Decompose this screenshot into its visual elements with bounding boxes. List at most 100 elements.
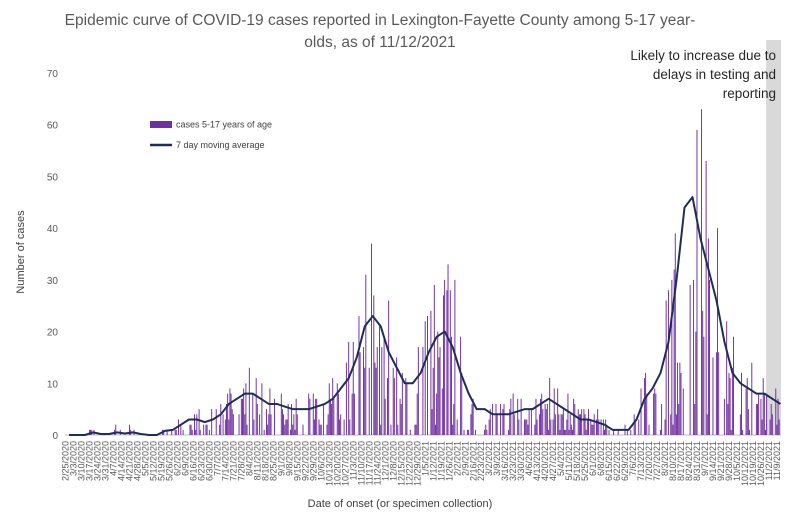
bar	[646, 393, 648, 435]
x-tick-label: 5/26/2020	[164, 441, 174, 481]
bar	[191, 429, 193, 435]
bar	[351, 393, 353, 435]
chart-title: Epidemic curve of COVID-19 cases reporte…	[64, 12, 696, 51]
x-tick-label: 5/4/2021	[556, 441, 566, 476]
bar	[701, 109, 703, 435]
bar	[530, 409, 532, 435]
bar	[723, 398, 725, 435]
bar	[645, 372, 647, 435]
bar	[444, 279, 446, 435]
bar	[536, 419, 538, 435]
bar	[640, 388, 642, 435]
bar	[363, 347, 365, 435]
x-tick-label: 3/3/2020	[69, 441, 79, 476]
x-tick-label: 5/19/2020	[156, 441, 166, 481]
x-tick-label: 4/28/2020	[133, 441, 143, 481]
bar	[731, 367, 733, 435]
x-tick-label: 3/16/2021	[500, 441, 510, 481]
bar	[175, 429, 177, 435]
bar	[269, 388, 271, 435]
bar	[679, 362, 681, 435]
x-tick-label: 6/16/2020	[188, 441, 198, 481]
bar	[190, 424, 192, 435]
bar	[755, 403, 757, 435]
bar	[602, 419, 604, 435]
x-tick-group: 2/25/20203/3/20203/10/20203/17/20203/24/…	[61, 441, 782, 486]
bar	[327, 414, 329, 435]
y-tick-label: 0	[52, 431, 58, 442]
bar	[256, 403, 258, 435]
x-tick-label: 11/10/2020	[356, 441, 366, 485]
x-tick-label: 1/26/2021	[444, 441, 454, 481]
bar	[605, 419, 607, 435]
bar	[777, 398, 779, 435]
bar	[323, 403, 325, 435]
x-tick-label: 11/3/2020	[348, 441, 358, 480]
x-tick-label: 5/25/2021	[580, 441, 590, 481]
bar	[416, 393, 418, 435]
bar	[680, 372, 682, 435]
bar	[626, 429, 628, 435]
bar	[689, 285, 691, 435]
bar	[406, 383, 408, 435]
bar	[461, 372, 463, 435]
bar	[195, 429, 197, 435]
bar	[393, 378, 395, 435]
bar	[242, 398, 243, 435]
bar	[525, 419, 527, 435]
bar	[205, 424, 207, 435]
bar	[512, 393, 514, 435]
x-tick-label: 8/4/2020	[244, 441, 254, 476]
x-tick-label: 3/2/2021	[484, 441, 494, 476]
bar	[224, 419, 226, 435]
bar	[502, 409, 504, 435]
x-tick-label: 6/30/2020	[204, 441, 214, 481]
bar	[474, 429, 476, 435]
bar	[762, 378, 764, 435]
bar	[376, 347, 378, 435]
bar	[672, 424, 674, 435]
bar	[375, 367, 377, 435]
bar	[518, 419, 520, 435]
bar	[348, 341, 350, 435]
bar	[718, 352, 720, 435]
x-tick-label: 7/7/2020	[212, 441, 222, 476]
bar	[703, 336, 705, 435]
bar	[671, 279, 673, 435]
bar	[436, 393, 438, 435]
bar	[726, 321, 728, 435]
bar	[510, 398, 512, 435]
bar	[456, 419, 458, 435]
bar	[263, 429, 265, 435]
bar	[659, 429, 661, 435]
bar	[171, 429, 173, 435]
bar	[495, 403, 497, 435]
bar	[585, 429, 587, 435]
bar	[706, 414, 708, 435]
bar	[319, 424, 321, 435]
bar	[592, 424, 594, 435]
bar	[606, 424, 608, 435]
x-tick-label: 10/27/2020	[340, 441, 350, 486]
bar	[471, 403, 473, 435]
bar	[381, 347, 383, 435]
bar	[383, 336, 385, 435]
x-tick-label: 7/14/2020	[220, 441, 230, 481]
x-tick-label: 3/23/2021	[508, 441, 518, 481]
x-tick-label: 6/29/2021	[620, 441, 630, 481]
bar	[757, 403, 758, 435]
bar	[520, 398, 522, 435]
bar	[528, 409, 530, 435]
bar	[730, 429, 732, 435]
y-tick-label: 60	[47, 121, 59, 132]
bar	[770, 403, 772, 435]
bar	[379, 326, 381, 435]
bar	[702, 310, 704, 435]
bar	[778, 419, 780, 435]
x-tick-label: 10/5/2021	[732, 441, 742, 481]
x-tick-label: 9/29/2020	[308, 441, 318, 481]
x-tick-label: 11/9/2021	[772, 441, 782, 480]
bar	[352, 341, 354, 435]
bar	[388, 300, 390, 435]
x-tick-label: 9/28/2021	[724, 441, 734, 481]
